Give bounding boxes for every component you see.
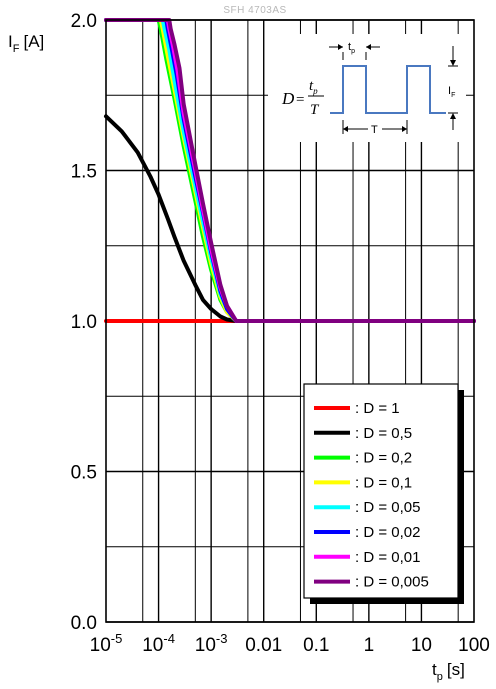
- x-axis-label-sub: p: [437, 671, 443, 683]
- x-tick-base: 10: [142, 635, 163, 656]
- legend-box: [303, 383, 459, 599]
- x-tick-base: 10: [195, 635, 216, 656]
- tp-arrowhead-right: [366, 44, 371, 50]
- svg-text:tp: tp: [348, 41, 355, 55]
- x-tick-base: 100: [458, 635, 490, 656]
- inset-tp-label-sub: p: [351, 48, 355, 55]
- chart-title: SFH 4703AS: [223, 5, 286, 16]
- x-tick-label: 0.1: [303, 635, 329, 656]
- x-tick-base: 0.01: [245, 635, 282, 656]
- inset-numerator-sub: p: [312, 86, 318, 96]
- svg-text:IF: IF: [448, 85, 455, 99]
- x-tick-base: 0.1: [303, 635, 329, 656]
- svg-text:tp[s]: tp [s]: [432, 660, 465, 683]
- inset-period-label: T: [371, 124, 378, 136]
- y-axis-label: I: [8, 32, 13, 51]
- x-axis-unit: [s]: [447, 660, 465, 679]
- x-axis-title: tp [s]: [432, 660, 465, 683]
- if-arrowhead-top: [450, 60, 456, 66]
- y-tick-label: 1.0: [71, 312, 97, 333]
- tp-arrowhead-left: [338, 44, 343, 50]
- x-tick-base: 10: [411, 635, 432, 656]
- if-arrowhead-bottom: [450, 113, 456, 119]
- legend-label-0: : D = 1: [355, 400, 400, 417]
- y-axis-title: IF [A]: [8, 32, 44, 55]
- inset-formula-eq: =: [296, 92, 304, 108]
- legend-items: : D = 1 : D = 0,5 : D = 0,2 : D = 0,1 : D = …: [314, 400, 429, 591]
- legend-label-2: : D = 0,2: [355, 450, 412, 467]
- series-line-1: [104, 114, 476, 323]
- x-tick-base: 1: [364, 635, 375, 656]
- legend-label-6: : D = 0,01: [355, 549, 420, 566]
- y-tick-label: 1.5: [71, 162, 97, 183]
- y-tick-label: 2.0: [71, 11, 97, 32]
- inset-numerator: t: [309, 78, 314, 94]
- inset-if-label: I: [448, 85, 451, 97]
- period-arrowhead-right: [402, 126, 407, 132]
- pulse-waveform: [330, 65, 446, 114]
- legend: : D = 1 : D = 0,5 : D = 0,2 : D = 0,1 : D = …: [303, 383, 464, 604]
- inset-formula-lhs: D: [281, 89, 295, 108]
- duty-cycle-inset: D = tp T tp T IF: [268, 34, 466, 142]
- x-tick-label: 0.01: [245, 635, 282, 656]
- series-group: [104, 18, 476, 323]
- x-tick-exponent: -4: [163, 631, 175, 646]
- series-line-7: [104, 18, 476, 323]
- legend-label-1: : D = 0,5: [355, 425, 412, 442]
- legend-label-7: : D = 0,005: [355, 574, 429, 591]
- plot-frame: [105, 19, 475, 623]
- x-tick-exponent: -3: [216, 631, 228, 646]
- y-tick-label: 0.5: [71, 463, 97, 484]
- x-tick-label: 10-5: [90, 631, 123, 656]
- svg-text:tp: tp: [309, 78, 318, 96]
- x-tick-exponent: -5: [111, 631, 123, 646]
- legend-label-5: : D = 0,02: [355, 524, 420, 541]
- x-tick-label: 10-4: [142, 631, 175, 656]
- period-arrowhead-left: [343, 126, 348, 132]
- x-tick-label: 10: [411, 635, 432, 656]
- y-axis-unit: [A]: [23, 32, 44, 51]
- x-tick-base: 10: [90, 635, 111, 656]
- legend-label-3: : D = 0,1: [355, 474, 412, 491]
- inset-denominator: T: [310, 102, 320, 118]
- inset-tp-label: t: [348, 41, 351, 53]
- inset-if-label-sub: F: [451, 92, 455, 99]
- x-tick-label: 100: [458, 635, 490, 656]
- y-axis-label-sub: F: [13, 43, 20, 55]
- x-tick-label: 1: [364, 635, 375, 656]
- x-tick-label: 10-3: [195, 631, 228, 656]
- svg-text:IF[A]: IF [A]: [8, 32, 44, 55]
- legend-label-4: : D = 0,05: [355, 499, 420, 516]
- y-tick-label: 0.0: [71, 613, 97, 634]
- x-axis-label: t: [432, 660, 437, 679]
